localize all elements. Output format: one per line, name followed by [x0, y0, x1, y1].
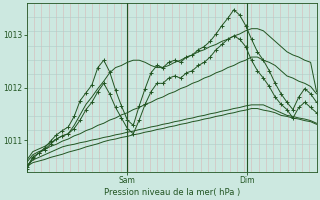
X-axis label: Pression niveau de la mer( hPa ): Pression niveau de la mer( hPa ) — [104, 188, 240, 197]
